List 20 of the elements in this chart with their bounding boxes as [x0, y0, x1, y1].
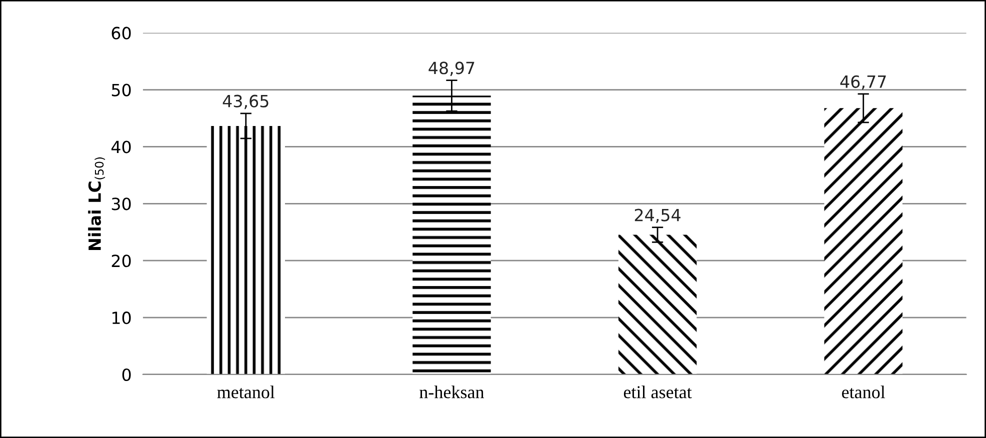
data-label: 46,77: [840, 75, 886, 90]
x-tick-label: metanol: [217, 386, 275, 398]
bar: [206, 126, 285, 374]
y-tick-label: 50: [112, 84, 131, 96]
y-axis-title: Nilai LC$_{(50)}$: [88, 157, 106, 250]
x-tick-label: etanol: [842, 386, 886, 398]
x-tick-label: n-heksan: [420, 386, 484, 398]
bar: [412, 96, 491, 374]
y-tick-label: 20: [112, 254, 131, 268]
bar: [824, 108, 902, 374]
data-label: 24,54: [634, 208, 680, 224]
data-label: 48,97: [428, 62, 474, 76]
y-tick-label: 10: [112, 312, 131, 324]
y-tick-label: 0: [122, 368, 131, 382]
y-tick-label: 60: [112, 26, 131, 40]
data-label: 43,65: [222, 94, 268, 110]
y-tick-label: 40: [111, 140, 131, 154]
bar: [618, 234, 697, 374]
y-tick-label: 30: [112, 198, 131, 210]
x-tick-label: etil asetat: [624, 386, 692, 398]
